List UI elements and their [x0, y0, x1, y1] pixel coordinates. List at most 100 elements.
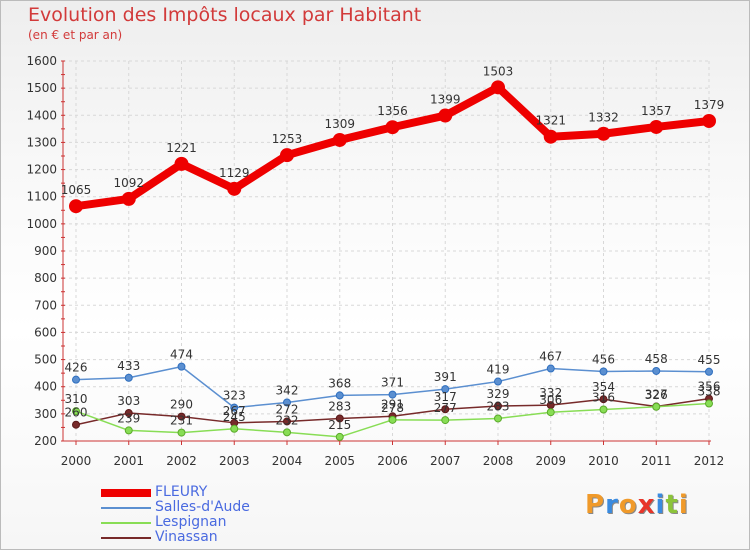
x-tick-label: 2006: [377, 454, 408, 468]
data-point: [230, 403, 239, 412]
data-point: [705, 399, 713, 408]
data-point: [332, 132, 347, 147]
data-label: 391: [434, 370, 457, 384]
data-point: [596, 126, 611, 141]
data-label: 303: [117, 394, 140, 408]
x-tick-label: 2007: [430, 454, 461, 468]
x-tick-label: 2002: [166, 454, 197, 468]
data-point: [494, 414, 502, 423]
chart-title: Evolution des Impôts locaux par Habitant: [28, 4, 422, 26]
data-point: [69, 199, 83, 214]
x-tick-label: 2005: [324, 454, 355, 468]
data-label: 316: [592, 391, 615, 405]
legend-item: Lespignan: [101, 515, 250, 530]
y-tick-label: 300: [34, 407, 57, 421]
y-tick-label: 1000: [26, 217, 57, 231]
y-tick-label: 1500: [26, 81, 57, 95]
data-point: [72, 407, 80, 416]
data-label: 332: [539, 386, 562, 400]
data-point: [546, 408, 555, 417]
data-label: 1332: [588, 111, 619, 125]
data-point: [72, 420, 80, 429]
chart-subtitle: (en € et par an): [28, 28, 123, 42]
y-tick-label: 1300: [26, 135, 57, 149]
data-point: [227, 181, 242, 196]
data-label: 368: [328, 376, 351, 390]
logo-letter: t: [665, 490, 679, 520]
x-tick-label: 2000: [61, 454, 92, 468]
data-point: [335, 432, 344, 441]
legend-label: Salles-d'Aude: [155, 499, 250, 515]
data-point: [174, 156, 189, 171]
data-point: [438, 108, 453, 123]
data-label: 267: [223, 404, 246, 418]
y-tick-label: 1200: [26, 163, 57, 177]
logo-letter: o: [618, 490, 638, 520]
data-point: [491, 80, 505, 95]
data-point: [388, 390, 397, 399]
data-label: 1065: [61, 183, 92, 197]
data-label: 354: [592, 380, 615, 394]
data-label: 245: [223, 410, 246, 424]
proxiti-logo: Proxiti: [585, 490, 689, 520]
data-point: [652, 366, 661, 375]
data-label: 310: [65, 392, 88, 406]
data-label: 1356: [377, 104, 408, 118]
data-label: 329: [487, 387, 510, 401]
legend-label: Vinassan: [155, 529, 218, 545]
data-point: [177, 362, 186, 371]
legend-swatch: [101, 536, 151, 539]
legend-swatch: [101, 506, 151, 509]
y-tick-label: 1400: [26, 108, 57, 122]
y-tick-label: 1600: [26, 54, 57, 68]
data-point: [124, 426, 133, 435]
data-point: [124, 409, 133, 418]
data-label: 291: [381, 397, 404, 411]
legend-swatch: [101, 521, 151, 524]
data-point: [543, 129, 558, 144]
data-label: 455: [698, 353, 721, 367]
data-label: 419: [487, 363, 510, 377]
data-point: [388, 415, 397, 424]
y-tick-label: 1100: [26, 190, 57, 204]
data-point: [230, 424, 239, 433]
data-point: [283, 417, 291, 426]
y-tick-label: 900: [34, 244, 57, 258]
data-label: 474: [170, 348, 193, 362]
data-point: [494, 401, 502, 410]
data-label: 1221: [166, 141, 197, 155]
data-point: [441, 385, 450, 394]
data-label: 260: [65, 406, 88, 420]
data-label: 1503: [483, 64, 514, 78]
data-label: 290: [170, 398, 193, 412]
data-label: 272: [276, 402, 299, 416]
data-point: [441, 405, 450, 414]
x-tick-label: 2004: [272, 454, 303, 468]
data-label: 317: [434, 390, 457, 404]
data-label: 232: [276, 413, 299, 427]
data-label: 458: [645, 352, 668, 366]
legend-item: FLEURY: [101, 485, 250, 500]
data-point: [283, 428, 291, 437]
data-label: 426: [65, 361, 88, 375]
data-label: 326: [645, 388, 668, 402]
data-point: [599, 395, 608, 404]
logo-letter: x: [637, 490, 656, 520]
legend-item: Vinassan: [101, 530, 250, 545]
data-label: 338: [698, 385, 721, 399]
data-label: 215: [328, 418, 351, 432]
x-tick-label: 2001: [113, 454, 144, 468]
data-label: 467: [539, 350, 562, 364]
data-label: 278: [381, 401, 404, 415]
data-label: 231: [170, 414, 193, 428]
logo-letter: P: [585, 490, 606, 520]
data-label: 327: [645, 388, 668, 402]
data-label: 306: [539, 393, 562, 407]
data-label: 356: [698, 380, 721, 394]
logo-letter: i: [678, 490, 689, 520]
data-point: [385, 120, 400, 135]
x-tick-label: 2012: [694, 454, 725, 468]
data-point: [494, 377, 502, 386]
data-point: [599, 405, 608, 414]
